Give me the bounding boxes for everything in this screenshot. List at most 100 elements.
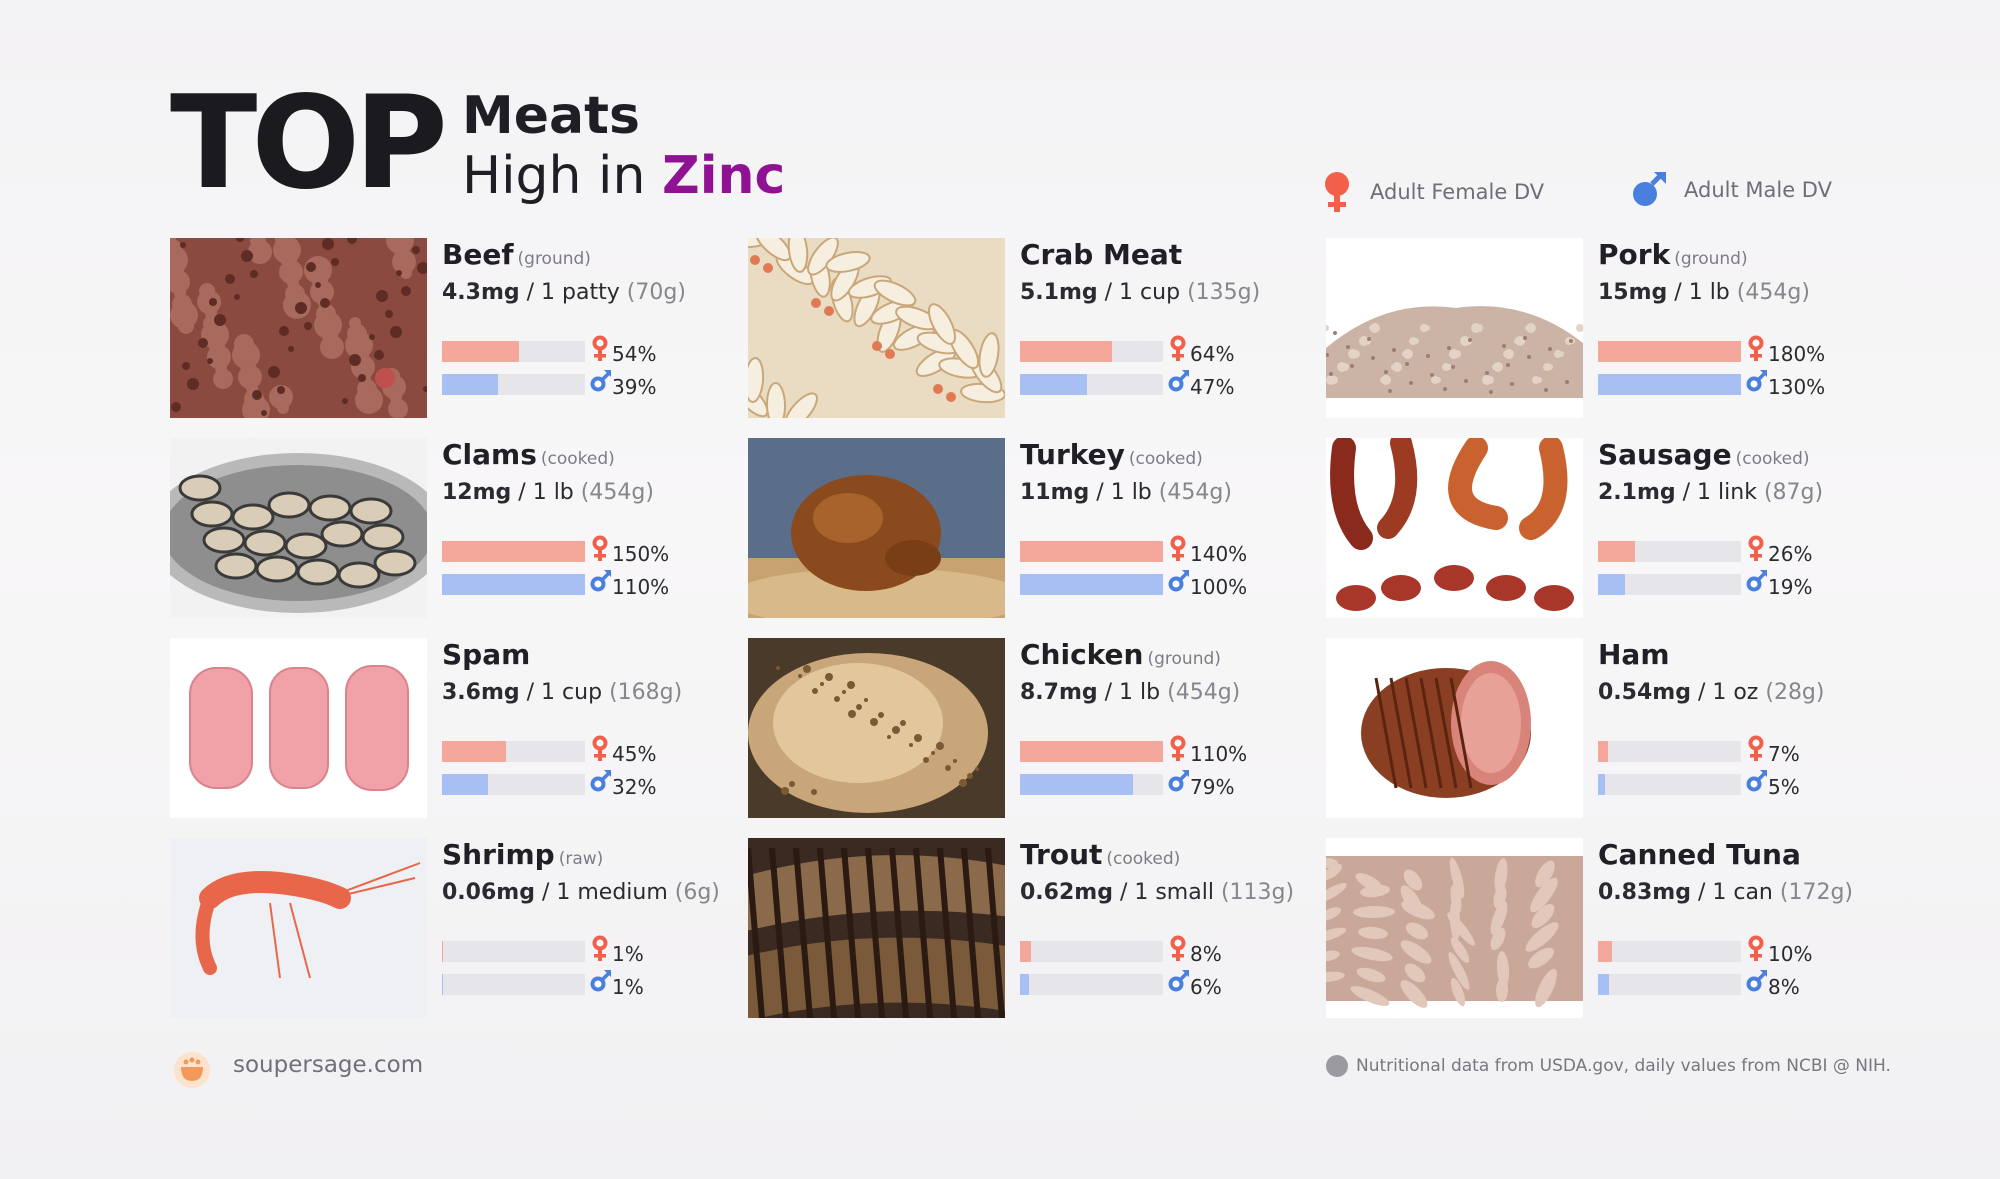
serving-grams: (28g) xyxy=(1765,680,1825,705)
male-symbol-icon xyxy=(1168,970,1189,992)
female-dv-bar-row: 45% xyxy=(442,735,702,766)
food-prep-note: (ground) xyxy=(1674,249,1748,269)
zinc-amount: 12mg / 1 lb (454g) xyxy=(442,480,654,505)
zinc-amount: 11mg / 1 lb (454g) xyxy=(1020,480,1232,505)
female-dv-bar-fill xyxy=(1020,941,1032,962)
male-dv-percent: 1% xyxy=(612,975,644,999)
male-symbol-icon xyxy=(1168,570,1189,592)
zinc-amount: 0.62mg / 1 small (113g) xyxy=(1020,880,1294,905)
female-symbol-icon xyxy=(592,735,608,761)
male-dv-percent: 39% xyxy=(612,375,657,399)
food-card: Crab Meat 5.1mg / 1 cup (135g) 64% 47% xyxy=(748,238,1308,418)
male-dv-percent: 5% xyxy=(1768,775,1800,799)
serving-size: / 1 can xyxy=(1697,880,1773,905)
male-dv-bar-row: 130% xyxy=(1598,370,1858,399)
food-name-text: Beef xyxy=(442,238,514,271)
male-symbol-icon xyxy=(590,770,611,792)
female-symbol-icon xyxy=(592,335,608,361)
zinc-mg: 0.62mg xyxy=(1020,880,1113,905)
shrimp-photo xyxy=(170,838,427,1018)
food-card: Canned Tuna 0.83mg / 1 can (172g) 10% 8% xyxy=(1326,838,1886,1018)
food-name: Clams (cooked) xyxy=(442,439,615,471)
zinc-amount: 2.1mg / 1 link (87g) xyxy=(1598,480,1823,505)
female-dv-percent: 110% xyxy=(1190,742,1248,766)
female-dv-percent: 7% xyxy=(1768,742,1800,766)
food-name: Chicken (ground) xyxy=(1020,639,1221,671)
female-dv-bar-track xyxy=(1598,941,1741,962)
male-dv-bar-fill xyxy=(1598,574,1626,595)
zinc-mg: 11mg xyxy=(1020,480,1090,505)
female-dv-bar-fill xyxy=(1598,541,1636,562)
food-name-text: Canned Tuna xyxy=(1598,838,1801,871)
female-dv-percent: 8% xyxy=(1190,942,1222,966)
zinc-mg: 15mg xyxy=(1598,280,1668,305)
serving-grams: (6g) xyxy=(674,880,720,905)
food-prep-note: (cooked) xyxy=(1128,449,1203,469)
male-dv-percent: 19% xyxy=(1768,575,1813,599)
title-line2-prefix: High in xyxy=(462,146,646,206)
food-name: Turkey (cooked) xyxy=(1020,438,1203,471)
serving-grams: (113g) xyxy=(1220,880,1295,905)
female-dv-bar-row: 64% xyxy=(1020,335,1280,366)
food-prep-note: (raw) xyxy=(558,849,604,869)
female-symbol-icon xyxy=(1170,535,1186,561)
serving-size: / 1 lb xyxy=(1674,280,1730,305)
ground-pork-photo xyxy=(1326,238,1583,418)
male-dv-bar-track xyxy=(1598,374,1741,395)
male-dv-bar-row: 19% xyxy=(1598,570,1858,599)
female-dv-bar-row: 180% xyxy=(1598,335,1858,366)
male-symbol-icon xyxy=(590,570,611,592)
food-name-text: Turkey xyxy=(1020,438,1125,471)
food-name-text: Crab Meat xyxy=(1020,238,1183,271)
food-prep-note: (cooked) xyxy=(540,449,615,469)
food-name: Pork (ground) xyxy=(1598,239,1748,271)
footer-site[interactable]: soupersage.com xyxy=(233,1052,424,1078)
female-dv-percent: 150% xyxy=(612,542,670,566)
female-dv-bar-row: 54% xyxy=(442,335,702,366)
serving-size: / 1 link xyxy=(1682,480,1757,505)
male-dv-bar-row: 47% xyxy=(1020,370,1280,399)
legend-female: Adult Female DV xyxy=(1320,170,1544,214)
male-dv-bar-track xyxy=(1020,974,1163,995)
zinc-amount: 0.06mg / 1 medium (6g) xyxy=(442,880,720,905)
spam-slices-photo xyxy=(170,638,427,818)
food-card: Beef (ground) 4.3mg / 1 patty (70g) 54% 3… xyxy=(170,238,730,418)
serving-grams: (172g) xyxy=(1779,880,1853,905)
male-dv-bar-row: 1% xyxy=(442,970,702,999)
food-name-text: Trout xyxy=(1020,838,1103,871)
male-dv-bar-fill xyxy=(1598,374,1741,395)
female-dv-bar-row: 1% xyxy=(442,935,702,966)
title-line1: Meats xyxy=(462,86,640,146)
male-dv-bar-track xyxy=(442,774,585,795)
zinc-amount: 0.54mg / 1 oz (28g) xyxy=(1598,680,1824,705)
male-symbol-icon xyxy=(1746,970,1767,992)
male-dv-bar-track xyxy=(1598,574,1741,595)
female-dv-bar-track xyxy=(1598,541,1741,562)
male-dv-bar-track xyxy=(1020,374,1163,395)
zinc-mg: 8.7mg xyxy=(1020,680,1098,705)
food-name: Sausage (cooked) xyxy=(1598,439,1810,471)
male-dv-bar-fill xyxy=(1020,974,1029,995)
serving-size: / 1 medium xyxy=(541,880,668,905)
title-line2: High in Zinc xyxy=(462,146,785,206)
female-dv-bar-fill xyxy=(442,741,507,762)
male-dv-bar-fill xyxy=(1020,574,1163,595)
food-name: Ham xyxy=(1598,639,1674,671)
food-name: Trout (cooked) xyxy=(1020,838,1180,871)
zinc-amount: 5.1mg / 1 cup (135g) xyxy=(1020,280,1260,305)
male-dv-bar-row: 79% xyxy=(1020,770,1280,799)
food-card: Turkey (cooked) 11mg / 1 lb (454g) 140% 1… xyxy=(748,438,1308,618)
food-card: Trout (cooked) 0.62mg / 1 small (113g) 8%… xyxy=(748,838,1308,1018)
info-dot-icon xyxy=(1326,1055,1348,1077)
female-dv-bar-fill xyxy=(1020,341,1112,362)
female-dv-bar-row: 150% xyxy=(442,535,702,566)
crab-meat-photo xyxy=(748,238,1005,418)
serving-size: / 1 small xyxy=(1119,880,1214,905)
serving-size: / 1 cup xyxy=(1104,280,1181,305)
food-name: Shrimp (raw) xyxy=(442,839,604,871)
zinc-amount: 4.3mg / 1 patty (70g) xyxy=(442,280,686,305)
male-dv-bar-track xyxy=(442,974,585,995)
male-dv-bar-track xyxy=(1598,974,1741,995)
female-symbol-icon xyxy=(1748,335,1764,361)
zinc-amount: 8.7mg / 1 lb (454g) xyxy=(1020,680,1240,705)
